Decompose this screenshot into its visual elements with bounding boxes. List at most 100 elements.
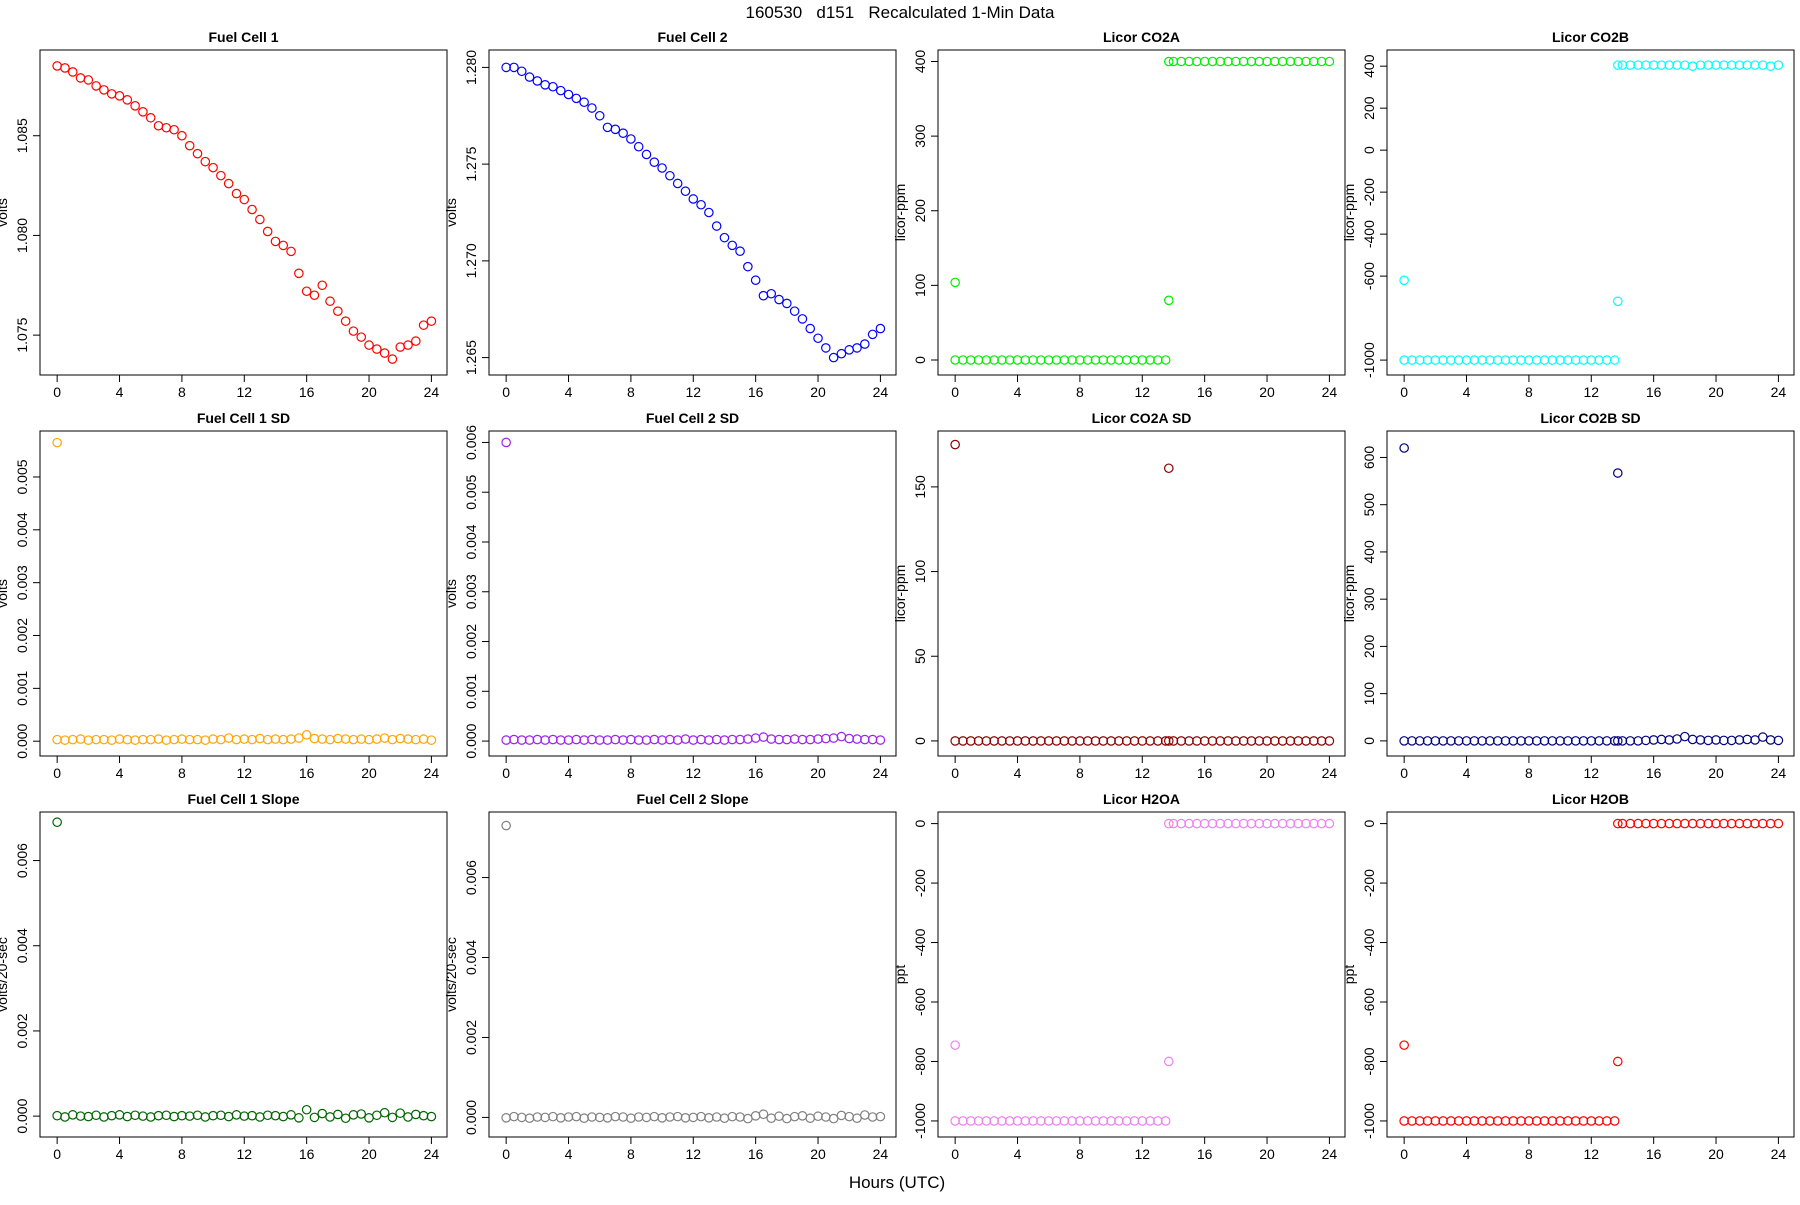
plot-frame (1386, 811, 1795, 1138)
data-point (633, 141, 644, 152)
data-point (1617, 736, 1628, 746)
data-point (1020, 1116, 1031, 1126)
data-point (735, 734, 745, 745)
data-point (1129, 1116, 1140, 1126)
x-tick-label: 12 (1583, 1146, 1599, 1162)
data-point (1059, 736, 1070, 746)
y-tick-label: 0.006 (463, 860, 479, 895)
data-point (680, 186, 691, 197)
data-point (1277, 818, 1288, 829)
x-axis-label: Hours (UTC) (849, 1173, 945, 1192)
data-point (1163, 736, 1174, 746)
data-point (774, 1111, 784, 1122)
data-point (501, 820, 511, 831)
plot-frame (39, 49, 448, 376)
data-point (114, 734, 125, 744)
data-point (540, 735, 550, 745)
data-point (231, 1110, 242, 1120)
data-point (1578, 1116, 1589, 1126)
data-point (239, 1111, 250, 1121)
data-point (1324, 56, 1335, 67)
data-point (844, 733, 855, 744)
data-point (1160, 1116, 1171, 1126)
y-tick-label: -200 (1361, 178, 1377, 206)
x-tick-label: 0 (502, 1146, 510, 1162)
x-tick-label: 20 (810, 384, 826, 400)
data-point (1098, 1116, 1109, 1126)
x-tick-label: 12 (1583, 384, 1599, 400)
data-point (704, 735, 714, 745)
data-point (1004, 355, 1015, 365)
data-point (1121, 1116, 1132, 1126)
x-tick-label: 16 (1646, 384, 1662, 400)
data-point (1324, 736, 1335, 746)
data-point (1254, 736, 1265, 746)
y-tick-label: -1000 (1361, 1103, 1377, 1139)
data-point (587, 103, 597, 113)
data-point (1075, 1116, 1085, 1126)
plot-frame (937, 49, 1346, 376)
data-point (958, 1116, 968, 1126)
x-tick-label: 12 (236, 1146, 252, 1162)
data-point (602, 735, 613, 745)
data-point (286, 1110, 296, 1120)
data-point (1625, 736, 1636, 746)
data-point (1114, 355, 1124, 365)
data-point (403, 1112, 413, 1122)
x-tick-label: 0 (951, 384, 959, 400)
data-point (1168, 736, 1179, 746)
data-point (618, 735, 628, 745)
data-point (1137, 736, 1148, 746)
y-tick-label: 0.002 (14, 1013, 30, 1048)
x-tick-label: 12 (685, 1146, 701, 1162)
data-point (1270, 818, 1280, 829)
data-point (797, 734, 808, 745)
data-point (200, 156, 211, 167)
data-point (501, 62, 511, 73)
data-point (797, 1111, 808, 1121)
data-point (1531, 355, 1542, 365)
data-point (262, 734, 273, 745)
data-point (1301, 818, 1311, 829)
y-tick-label: 1.280 (463, 50, 479, 85)
data-point (106, 735, 117, 745)
data-point (356, 332, 367, 342)
y-tick-label: 100 (1361, 682, 1377, 706)
data-point (1461, 355, 1472, 365)
plot-area (1399, 60, 1784, 365)
data-point (1277, 736, 1288, 746)
x-tick-label: 0 (951, 765, 959, 781)
data-point (294, 1113, 304, 1123)
data-point (1547, 355, 1558, 365)
data-point (1648, 818, 1659, 829)
data-point (1430, 736, 1441, 746)
data-point (1422, 736, 1433, 746)
data-point (239, 734, 250, 744)
x-tick-label: 4 (1014, 1146, 1022, 1162)
plot-area (501, 437, 886, 745)
data-point (122, 734, 133, 745)
data-point (1414, 1116, 1425, 1126)
y-tick-label: 0.003 (14, 565, 30, 600)
x-tick-label: 12 (685, 765, 701, 781)
data-point (418, 1110, 429, 1121)
data-point (1612, 1056, 1623, 1067)
data-point (1758, 732, 1768, 742)
y-tick-label: 0.005 (463, 474, 479, 509)
x-tick-label: 24 (1322, 384, 1338, 400)
data-point (696, 199, 706, 210)
data-point (1028, 736, 1038, 746)
data-point (130, 735, 140, 745)
x-tick-label: 16 (299, 1146, 315, 1162)
x-tick-label: 8 (1525, 765, 1533, 781)
y-tick-label: 400 (912, 50, 928, 74)
data-point (1547, 736, 1558, 746)
data-point (758, 290, 769, 301)
data-point (844, 1111, 855, 1122)
data-point (852, 1113, 862, 1124)
data-point (1586, 736, 1597, 746)
data-point (1407, 736, 1417, 746)
data-point (758, 732, 769, 742)
